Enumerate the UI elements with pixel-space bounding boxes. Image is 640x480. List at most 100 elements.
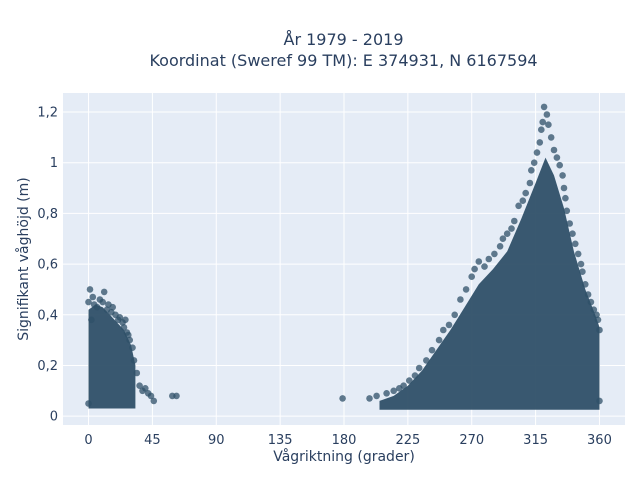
data-point bbox=[587, 298, 595, 306]
data-point bbox=[522, 189, 529, 197]
data-point bbox=[508, 225, 515, 232]
data-point bbox=[147, 392, 155, 400]
data-point bbox=[457, 296, 464, 303]
data-point bbox=[415, 364, 423, 372]
data-point bbox=[566, 220, 573, 227]
data-point bbox=[596, 326, 603, 334]
data-point bbox=[122, 316, 129, 324]
data-point bbox=[579, 268, 586, 276]
x-tick-label: 225 bbox=[395, 433, 420, 448]
data-point bbox=[547, 134, 555, 141]
data-point bbox=[423, 357, 430, 364]
data-point bbox=[569, 230, 576, 237]
y-tick-label: 0,4 bbox=[37, 308, 58, 323]
x-axis-title: Vågriktning (grader) bbox=[273, 448, 415, 465]
data-point bbox=[411, 372, 419, 379]
data-point bbox=[99, 298, 106, 306]
data-point bbox=[468, 273, 476, 281]
x-tick-label: 315 bbox=[523, 433, 548, 448]
data-point bbox=[553, 154, 561, 161]
data-point bbox=[530, 159, 538, 166]
y-tick-label: 1 bbox=[50, 156, 58, 171]
data-point bbox=[136, 382, 143, 390]
data-point bbox=[126, 336, 133, 344]
data-point bbox=[475, 258, 483, 265]
data-point bbox=[590, 306, 598, 314]
data-point bbox=[545, 121, 552, 128]
y-tick-label: 0,2 bbox=[37, 359, 58, 374]
data-point bbox=[142, 385, 149, 392]
data-point bbox=[556, 161, 563, 169]
data-point bbox=[539, 118, 546, 126]
x-tick-label: 0 bbox=[84, 433, 92, 448]
data-point bbox=[503, 230, 511, 237]
data-point bbox=[150, 397, 158, 405]
x-tick-label: 90 bbox=[208, 433, 225, 448]
data-point bbox=[572, 240, 579, 248]
data-point bbox=[528, 167, 535, 174]
data-point bbox=[173, 392, 180, 400]
data-point bbox=[129, 344, 136, 352]
data-point bbox=[499, 235, 507, 242]
data-point bbox=[485, 255, 493, 263]
data-point bbox=[540, 103, 548, 111]
data-point bbox=[88, 316, 95, 324]
data-point bbox=[538, 126, 545, 133]
y-tick-labels: 0 0,2 0,4 0,6 0,8 1 1,2 bbox=[37, 106, 58, 425]
data-point bbox=[491, 250, 498, 258]
data-points bbox=[85, 103, 603, 407]
data-point bbox=[594, 316, 602, 324]
x-tick-label: 45 bbox=[144, 433, 161, 448]
data-point bbox=[383, 390, 390, 397]
x-tick-label: 135 bbox=[268, 433, 293, 448]
data-point bbox=[462, 286, 470, 293]
data-point bbox=[440, 326, 447, 334]
data-point bbox=[582, 281, 589, 288]
data-point bbox=[93, 303, 101, 311]
data-point bbox=[543, 111, 551, 118]
data-point bbox=[85, 298, 92, 306]
data-point bbox=[563, 207, 571, 215]
data-point bbox=[445, 321, 453, 329]
data-point bbox=[577, 260, 585, 268]
data-point bbox=[339, 395, 346, 402]
data-point bbox=[366, 395, 373, 402]
data-point bbox=[562, 194, 569, 202]
data-point bbox=[428, 346, 436, 354]
data-point bbox=[560, 184, 568, 192]
data-point bbox=[559, 172, 566, 179]
data-point bbox=[550, 146, 558, 154]
data-point bbox=[390, 387, 398, 395]
y-tick-label: 1,2 bbox=[37, 106, 58, 121]
data-point bbox=[100, 288, 108, 296]
data-point bbox=[406, 377, 413, 384]
data-point bbox=[574, 250, 582, 258]
y-tick-label: 0 bbox=[50, 410, 58, 425]
data-point bbox=[435, 336, 443, 344]
y-axis-title: Signifikant våghöjd (m) bbox=[15, 177, 32, 340]
data-point bbox=[481, 263, 488, 270]
data-point bbox=[511, 217, 518, 225]
data-point bbox=[86, 286, 94, 293]
chart-title-line2: Koordinat (Sweref 99 TM): E 374931, N 61… bbox=[149, 51, 537, 70]
data-point bbox=[130, 357, 138, 364]
x-tick-label: 360 bbox=[587, 433, 612, 448]
data-point bbox=[471, 265, 478, 273]
data-point bbox=[593, 311, 600, 319]
x-tick-labels: 0 45 90 135 180 225 270 315 360 bbox=[84, 433, 611, 448]
y-tick-label: 0,6 bbox=[37, 258, 58, 273]
data-point bbox=[133, 369, 141, 377]
data-point bbox=[515, 202, 522, 210]
data-point bbox=[536, 139, 544, 146]
data-point bbox=[125, 331, 132, 339]
data-point bbox=[85, 400, 92, 407]
data-point bbox=[596, 397, 603, 405]
data-point bbox=[496, 243, 504, 250]
data-point bbox=[584, 291, 592, 298]
density-region-2 bbox=[379, 157, 600, 410]
data-point bbox=[89, 293, 97, 301]
data-point bbox=[451, 311, 459, 319]
data-point bbox=[120, 324, 128, 331]
data-point bbox=[526, 179, 534, 187]
